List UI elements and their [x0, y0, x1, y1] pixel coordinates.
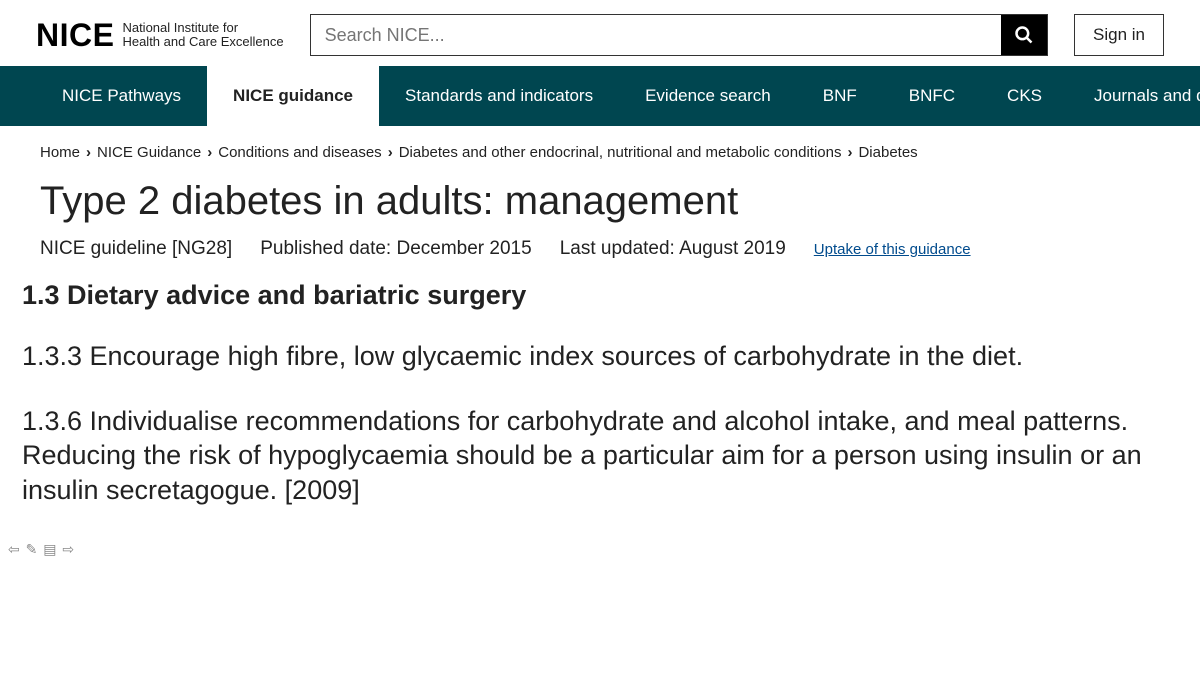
- nav-item-6[interactable]: CKS: [981, 66, 1068, 126]
- signin-button[interactable]: Sign in: [1074, 14, 1164, 56]
- topbar: NICE National Institute for Health and C…: [0, 0, 1200, 66]
- uptake-link[interactable]: Uptake of this guidance: [814, 241, 971, 258]
- nav-item-7[interactable]: Journals and databases: [1068, 66, 1200, 126]
- chevron-right-icon: ›: [207, 144, 212, 161]
- slide-nav-icons: ⇦ ✎ ▤ ⇨: [0, 541, 1200, 562]
- search-button[interactable]: [1001, 15, 1047, 55]
- breadcrumb-item-2[interactable]: Conditions and diseases: [218, 144, 381, 161]
- main-nav: NICE PathwaysNICE guidanceStandards and …: [0, 66, 1200, 126]
- logo[interactable]: NICE National Institute for Health and C…: [36, 17, 284, 54]
- logo-word: NICE: [36, 17, 114, 54]
- chevron-right-icon: ›: [388, 144, 393, 161]
- chevron-right-icon: ›: [847, 144, 852, 161]
- nav-item-5[interactable]: BNFC: [883, 66, 981, 126]
- search-box: [310, 14, 1048, 56]
- nav-item-2[interactable]: Standards and indicators: [379, 66, 619, 126]
- last-updated: Last updated: August 2019: [560, 238, 786, 260]
- section-heading: 1.3 Dietary advice and bariatric surgery: [22, 280, 1178, 311]
- page-title: Type 2 diabetes in adults: management: [0, 169, 1200, 230]
- published-date: Published date: December 2015: [260, 238, 531, 260]
- page-meta: NICE guideline [NG28] Published date: De…: [0, 230, 1200, 270]
- breadcrumb-item-4[interactable]: Diabetes: [858, 144, 917, 161]
- paragraph-136: 1.3.6 Individualise recommendations for …: [22, 404, 1178, 508]
- nav-item-3[interactable]: Evidence search: [619, 66, 797, 126]
- logo-subtitle: National Institute for Health and Care E…: [122, 21, 283, 50]
- chevron-right-icon: ›: [86, 144, 91, 161]
- nav-item-4[interactable]: BNF: [797, 66, 883, 126]
- breadcrumb-item-3[interactable]: Diabetes and other endocrinal, nutrition…: [399, 144, 842, 161]
- logo-sub-line1: National Institute for: [122, 20, 238, 35]
- breadcrumb: Home › NICE Guidance › Conditions and diseas…: [0, 126, 1200, 169]
- search-input[interactable]: [311, 15, 1001, 55]
- logo-sub-line2: Health and Care Excellence: [122, 34, 283, 49]
- content-body: 1.3 Dietary advice and bariatric surgery…: [0, 270, 1200, 541]
- guideline-ref: NICE guideline [NG28]: [40, 238, 232, 260]
- breadcrumb-item-0[interactable]: Home: [40, 144, 80, 161]
- search-icon: [1014, 25, 1034, 45]
- paragraph-133: 1.3.3 Encourage high fibre, low glycaemi…: [22, 339, 1178, 374]
- nav-item-1[interactable]: NICE guidance: [207, 66, 379, 126]
- nav-item-0[interactable]: NICE Pathways: [36, 66, 207, 126]
- breadcrumb-item-1[interactable]: NICE Guidance: [97, 144, 201, 161]
